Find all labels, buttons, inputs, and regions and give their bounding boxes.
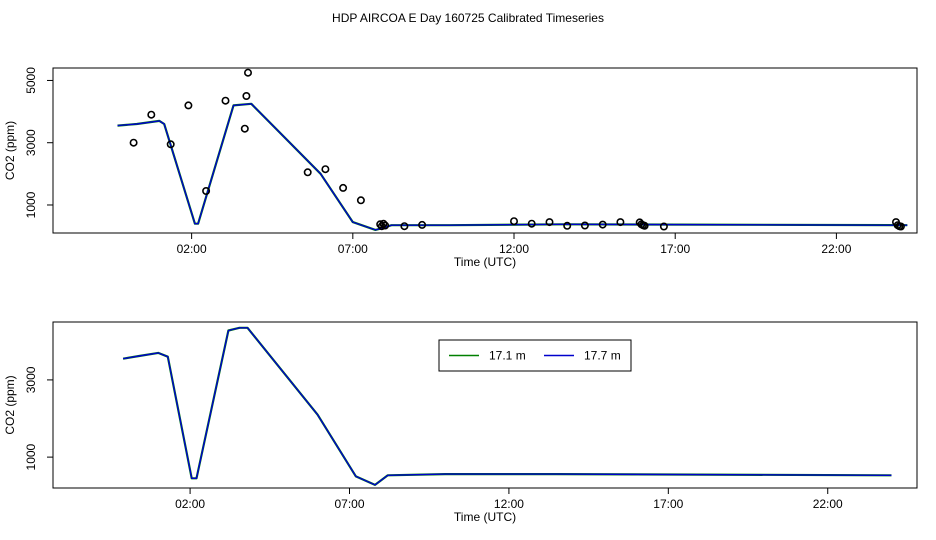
y-axis-label: CO2 (ppm) (3, 375, 17, 434)
data-point (509, 217, 518, 226)
data-point (356, 196, 365, 205)
x-tick-label: 02:00 (177, 242, 207, 256)
data-point (545, 218, 554, 227)
data-point (400, 222, 409, 231)
data-point (242, 92, 251, 101)
data-point (381, 221, 390, 230)
data-point (202, 187, 211, 196)
data-point (640, 221, 649, 230)
data-point (598, 220, 607, 229)
series-line-1 (117, 103, 908, 231)
series-line-0 (117, 102, 908, 231)
data-point (240, 124, 249, 133)
plot-frame (52, 321, 918, 489)
data-point (527, 219, 536, 228)
data-point (896, 222, 905, 231)
data-point (659, 222, 668, 231)
data-point (563, 221, 572, 230)
data-point (580, 221, 589, 230)
data-point (379, 219, 388, 228)
legend-label: 17.7 m (584, 349, 621, 363)
x-tick-label: 07:00 (334, 497, 364, 511)
data-point (184, 101, 193, 110)
bottom-panel: 02:00 07:00 12:00 17:00 22:00 1000 3000 Time (U… (3, 321, 918, 524)
y-tick-label: 5000 (24, 67, 38, 94)
x-tick-label: 17:00 (653, 497, 683, 511)
data-point (147, 110, 156, 119)
data-point (616, 218, 625, 227)
data-point (221, 96, 230, 105)
y-tick-label: 3000 (24, 366, 38, 393)
x-tick-label: 12:00 (499, 242, 529, 256)
x-tick-label: 22:00 (813, 497, 843, 511)
data-point (129, 138, 138, 147)
top-panel: 02:00 07:00 12:00 17:00 22:00 1000 3000 5000 Tim… (3, 67, 918, 269)
data-point (418, 220, 427, 229)
y-tick-label: 1000 (24, 191, 38, 218)
x-axis-label: Time (UTC) (454, 510, 516, 524)
plot-frame (52, 67, 918, 234)
x-tick-label: 07:00 (338, 242, 368, 256)
x-tick-label: 22:00 (821, 242, 851, 256)
data-point (244, 68, 253, 77)
x-tick-label: 12:00 (494, 497, 524, 511)
chart-title: HDP AIRCOA E Day 160725 Calibrated Times… (332, 11, 604, 25)
data-point (339, 183, 348, 192)
legend-label: 17.1 m (489, 349, 526, 363)
x-tick-label: 17:00 (660, 242, 690, 256)
data-point (376, 220, 385, 229)
x-tick-label: 02:00 (175, 497, 205, 511)
y-tick-label: 1000 (24, 443, 38, 470)
data-point (303, 168, 312, 177)
x-axis-label: Time (UTC) (454, 255, 516, 269)
data-point (321, 165, 330, 174)
series-line-1 (122, 327, 892, 486)
data-point (166, 140, 175, 149)
y-axis-label: CO2 (ppm) (3, 121, 17, 180)
y-tick-label: 3000 (24, 129, 38, 156)
